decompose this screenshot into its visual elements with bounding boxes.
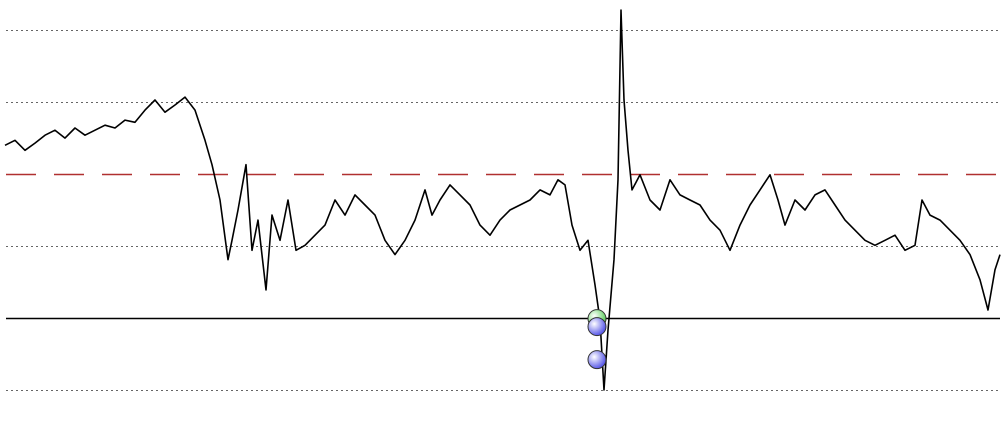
series-line xyxy=(4,9,1001,391)
marker xyxy=(587,350,607,370)
marker xyxy=(587,317,607,337)
